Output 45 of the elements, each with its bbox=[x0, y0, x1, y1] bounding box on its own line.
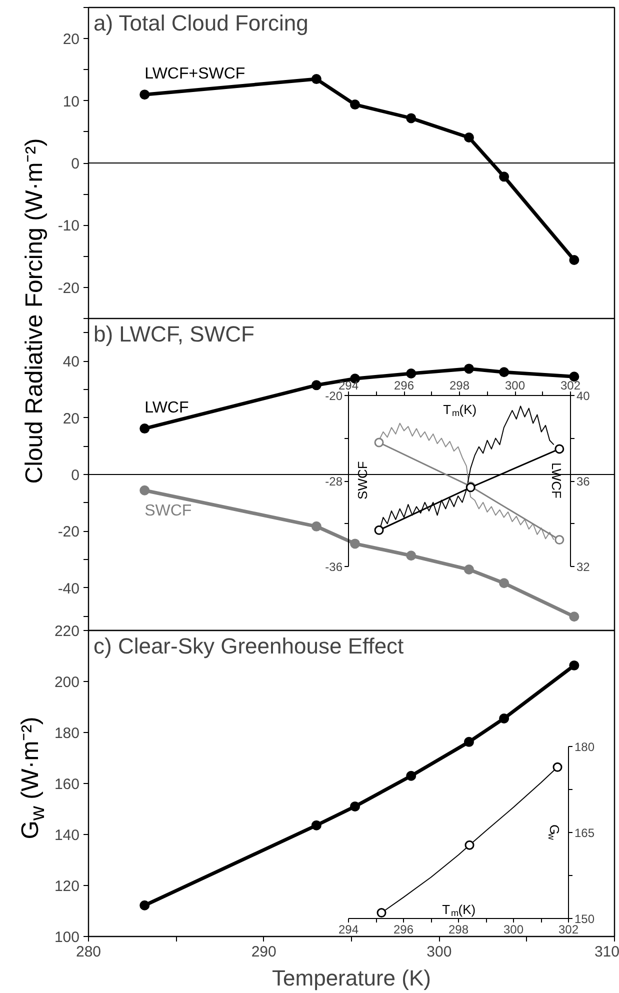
y-tick-label: 20 bbox=[62, 31, 80, 48]
y-tick-label: 100 bbox=[54, 929, 80, 946]
y2-tick-label: 32 bbox=[576, 560, 590, 574]
x-tick-label: 298 bbox=[448, 922, 469, 936]
x-tick-label: 300 bbox=[426, 944, 452, 960]
x-tick-label: 300 bbox=[503, 922, 524, 936]
y-tick-label: -36 bbox=[325, 560, 343, 574]
y-tick-label: 0 bbox=[71, 156, 80, 172]
y-tick-label: -20 bbox=[58, 280, 80, 297]
series-label: SWCF bbox=[144, 502, 192, 520]
y-axis-title: Cloud Radiative Forcing (W·m⁻²) bbox=[20, 138, 49, 484]
y-tick-label: 20 bbox=[62, 410, 80, 428]
y-axis-title: SWCF bbox=[355, 461, 370, 500]
chart-title: b) LWCF, SWCF bbox=[94, 322, 254, 346]
y2-tick-label: 180 bbox=[574, 740, 595, 754]
series-label: LWCF bbox=[144, 400, 189, 417]
y-tick-label: 10 bbox=[62, 93, 80, 110]
series-label: LWCF+SWCF bbox=[144, 66, 246, 83]
y-tick-label: 0 bbox=[71, 467, 80, 484]
x-tick-label: 310 bbox=[594, 944, 619, 960]
y-tick-label: -40 bbox=[58, 580, 80, 598]
y2-tick-label: 36 bbox=[576, 474, 590, 488]
x-tick-label: 294 bbox=[338, 922, 359, 936]
y-tick-label: 140 bbox=[54, 827, 80, 844]
x-tick-label: 298 bbox=[449, 378, 470, 392]
y-tick-label: -28 bbox=[325, 474, 343, 488]
y2-axis-title: Gw bbox=[546, 824, 562, 840]
y-tick-label: 40 bbox=[62, 354, 80, 371]
y-tick-label: 160 bbox=[54, 776, 80, 793]
y-tick-label: 220 bbox=[54, 623, 80, 640]
y-tick-label: 200 bbox=[54, 674, 80, 691]
x-tick-label: 296 bbox=[394, 378, 414, 392]
y-tick-label: 180 bbox=[54, 725, 80, 742]
y-tick-label: -10 bbox=[58, 218, 80, 235]
y-tick-label: 120 bbox=[54, 878, 80, 895]
chart-title: a) Total Cloud Forcing bbox=[94, 10, 308, 36]
x-tick-label: 280 bbox=[76, 944, 102, 960]
chart-title: c) Clear-Sky Greenhouse Effect bbox=[94, 634, 404, 658]
x-tick-label: 290 bbox=[251, 944, 276, 960]
x-tick-label: 296 bbox=[393, 922, 414, 936]
x-axis-title: Temperature (K) bbox=[272, 966, 431, 990]
y-tick-label: -20 bbox=[58, 524, 80, 541]
y2-axis-title: LWCF bbox=[549, 462, 564, 498]
y2-tick-label: 165 bbox=[574, 826, 595, 840]
x-tick-label: 300 bbox=[504, 378, 526, 392]
